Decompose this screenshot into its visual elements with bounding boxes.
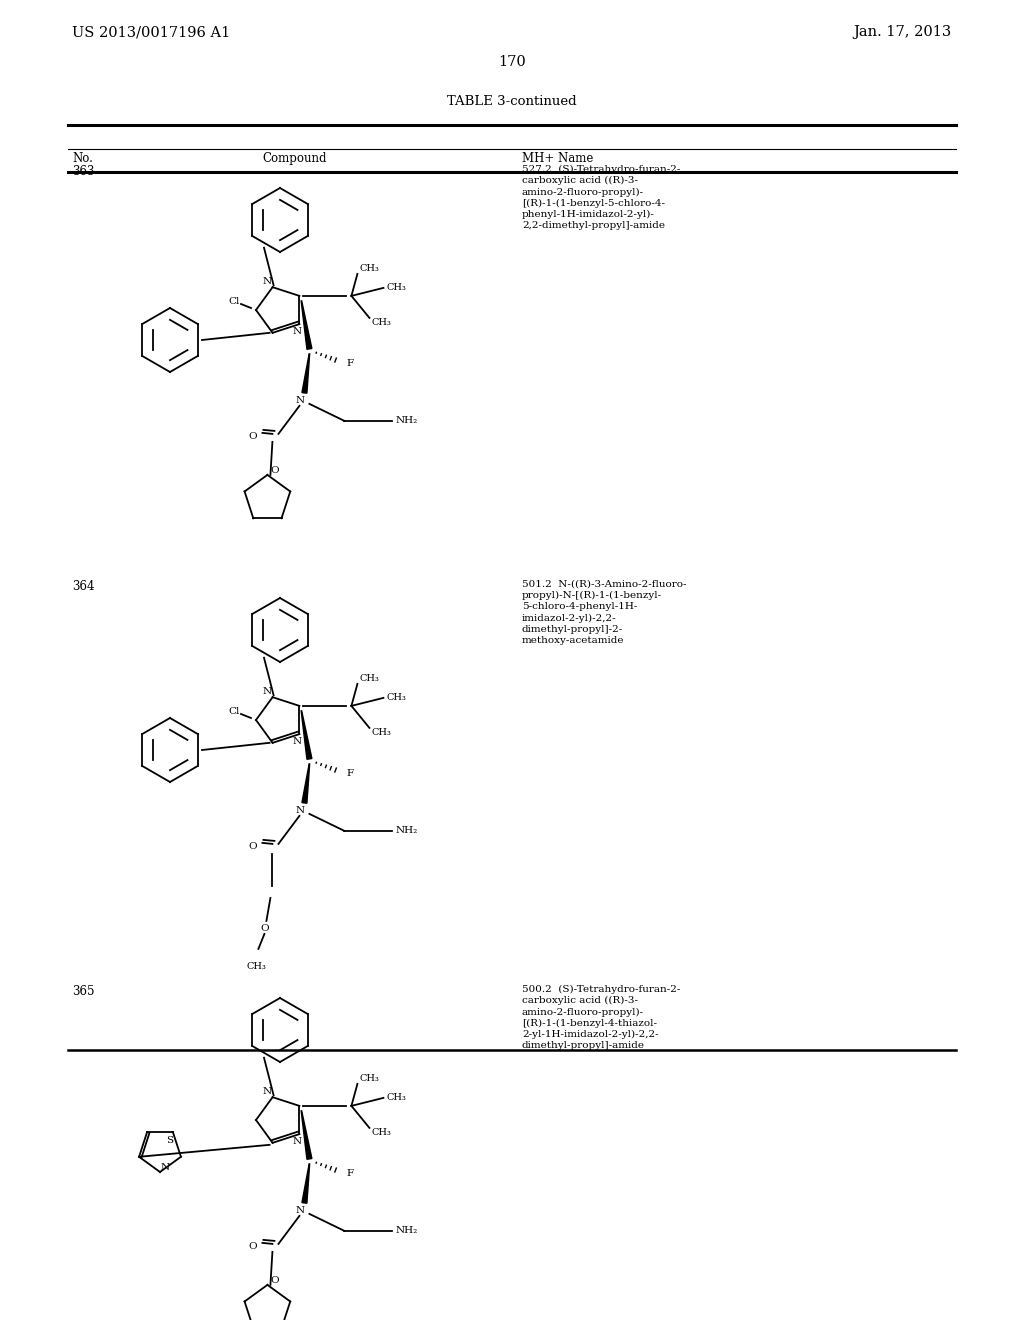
Text: CH₃: CH₃ (386, 693, 407, 702)
Text: O: O (248, 1242, 257, 1251)
Polygon shape (301, 1111, 312, 1159)
Text: 364: 364 (72, 579, 94, 593)
Text: N: N (161, 1163, 170, 1172)
Text: TABLE 3-continued: TABLE 3-continued (447, 95, 577, 108)
Text: Cl: Cl (228, 297, 240, 306)
Text: N: N (296, 1206, 305, 1216)
Text: CH₃: CH₃ (359, 675, 379, 684)
Text: F: F (346, 770, 353, 779)
Text: N: N (296, 396, 305, 405)
Text: 365: 365 (72, 985, 94, 998)
Text: MH+ Name: MH+ Name (522, 152, 593, 165)
Text: 527.2  (S)-Tetrahydro-furan-2-
carboxylic acid ((R)-3-
amino-2-fluoro-propyl)-
[: 527.2 (S)-Tetrahydro-furan-2- carboxylic… (522, 165, 680, 230)
Text: NH₂: NH₂ (395, 416, 418, 425)
Text: Compound: Compound (263, 152, 328, 165)
Text: O: O (260, 924, 268, 933)
Text: CH₃: CH₃ (386, 284, 407, 293)
Polygon shape (301, 301, 312, 350)
Text: F: F (346, 359, 353, 368)
Polygon shape (302, 764, 309, 803)
Text: NH₂: NH₂ (395, 826, 418, 836)
Text: O: O (270, 466, 279, 475)
Text: N: N (262, 1086, 271, 1096)
Text: Cl: Cl (228, 708, 240, 717)
Text: O: O (248, 842, 257, 851)
Text: O: O (270, 1276, 279, 1286)
Text: CH₃: CH₃ (247, 962, 266, 972)
Polygon shape (302, 354, 309, 393)
Text: O: O (248, 433, 257, 441)
Text: N: N (262, 277, 271, 285)
Text: Jan. 17, 2013: Jan. 17, 2013 (854, 25, 952, 40)
Text: US 2013/0017196 A1: US 2013/0017196 A1 (72, 25, 230, 40)
Text: N: N (293, 1137, 302, 1146)
Polygon shape (301, 711, 312, 759)
Polygon shape (302, 1164, 309, 1204)
Text: 501.2  N-((R)-3-Amino-2-fluoro-
propyl)-N-[(R)-1-(1-benzyl-
5-chloro-4-phenyl-1H: 501.2 N-((R)-3-Amino-2-fluoro- propyl)-N… (522, 579, 686, 645)
Text: 363: 363 (72, 165, 94, 178)
Text: 170: 170 (498, 55, 526, 69)
Text: S: S (166, 1135, 173, 1144)
Text: N: N (293, 326, 302, 335)
Text: CH₃: CH₃ (372, 1129, 391, 1138)
Text: N: N (262, 686, 271, 696)
Text: CH₃: CH₃ (359, 264, 379, 273)
Text: CH₃: CH₃ (372, 729, 391, 738)
Text: N: N (293, 737, 302, 746)
Text: No.: No. (72, 152, 93, 165)
Text: N: N (296, 807, 305, 816)
Text: CH₃: CH₃ (359, 1074, 379, 1084)
Text: CH₃: CH₃ (386, 1093, 407, 1102)
Text: F: F (346, 1170, 353, 1179)
Text: CH₃: CH₃ (372, 318, 391, 327)
Text: NH₂: NH₂ (395, 1226, 418, 1236)
Text: 500.2  (S)-Tetrahydro-furan-2-
carboxylic acid ((R)-3-
amino-2-fluoro-propyl)-
[: 500.2 (S)-Tetrahydro-furan-2- carboxylic… (522, 985, 680, 1051)
